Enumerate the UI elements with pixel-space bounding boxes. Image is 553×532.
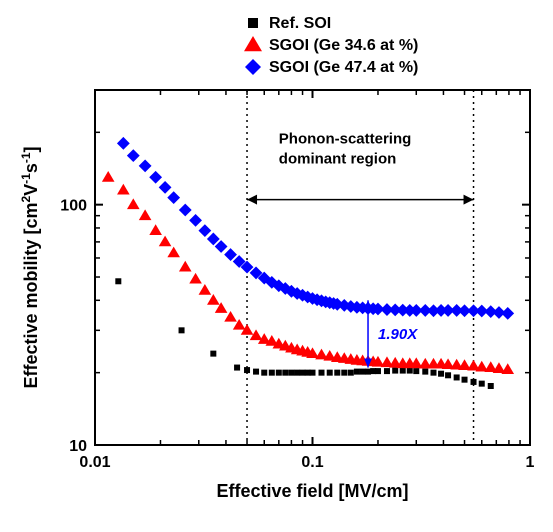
chart-container: 0.010.1110100Effective field [MV/cm]Effe… <box>0 0 553 532</box>
x-axis-label: Effective field [MV/cm] <box>216 481 408 501</box>
ratio-label: 1.90X <box>378 326 418 343</box>
svg-text:0.01: 0.01 <box>79 454 110 471</box>
svg-text:100: 100 <box>60 198 87 215</box>
svg-text:0.1: 0.1 <box>301 454 323 471</box>
legend-label-0: Ref. SOI <box>269 15 331 32</box>
svg-text:1: 1 <box>526 454 535 471</box>
legend-label-2: SGOI (Ge 47.4 at %) <box>269 59 418 76</box>
annotation-line1: Phonon-scattering <box>279 130 412 147</box>
legend-label-1: SGOI (Ge 34.6 at %) <box>269 37 418 54</box>
chart-svg: 0.010.1110100Effective field [MV/cm]Effe… <box>0 0 553 532</box>
annotation-line2: dominant region <box>279 150 397 167</box>
svg-text:10: 10 <box>69 438 87 455</box>
